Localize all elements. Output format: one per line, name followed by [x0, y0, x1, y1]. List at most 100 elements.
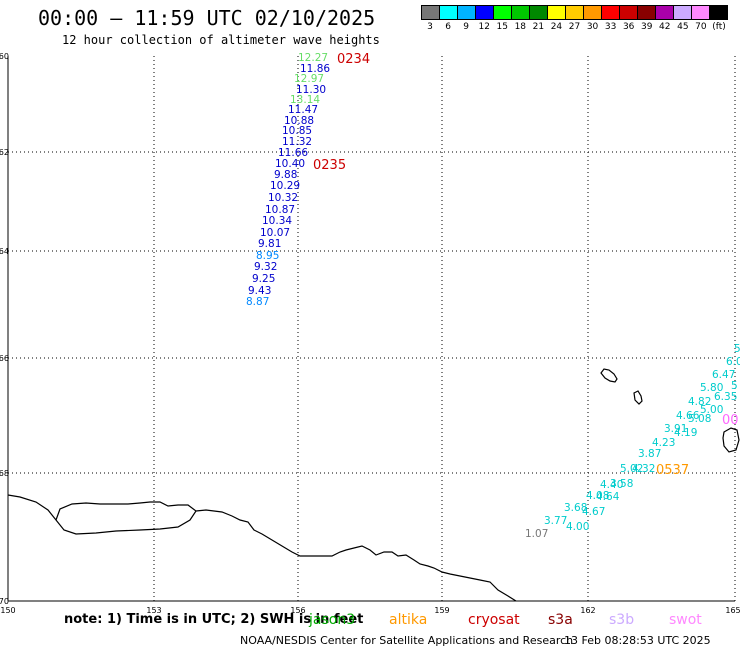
wave-height-label: 4.19 — [674, 427, 697, 439]
legend-label: 24 — [550, 22, 563, 32]
wave-height-label: 6.0 — [726, 356, 740, 368]
color-legend: 3 6 9 12 15 18 21 24 27 30 33 36 39 42 45 70 (ft) — [421, 5, 728, 35]
wave-height-label: 3.91 — [664, 423, 687, 435]
wave-height-label: 3.87 — [638, 448, 661, 460]
wave-height-label: 11.47 — [288, 104, 318, 116]
legend-label: 3 — [427, 22, 433, 32]
x-tick-label: 150 — [0, 606, 15, 615]
legend-label: 36 — [622, 22, 635, 32]
legend-label: 27 — [568, 22, 581, 32]
wave-height-label: 10.87 — [265, 204, 295, 216]
wave-height-label: 4.67 — [582, 506, 605, 518]
wave-height-label: 10.34 — [262, 215, 292, 227]
legend-swatch — [422, 6, 440, 19]
x-axis-labels: 150 153 156 159 162 165 — [0, 606, 740, 615]
legend-swatch — [656, 6, 674, 19]
pass-time-label: 0537 — [656, 463, 689, 478]
wave-height-label: 10.32 — [268, 192, 298, 204]
wave-height-label: 9.43 — [248, 285, 271, 297]
legend-label: 33 — [604, 22, 617, 32]
x-tick-label: 159 — [434, 606, 449, 615]
map-title: 00:00 – 11:59 UTC 02/10/2025 — [38, 6, 376, 30]
y-tick-label: -68 — [0, 469, 9, 478]
wave-height-label: 11.30 — [296, 84, 326, 96]
wave-height-label: 6.47 — [712, 369, 735, 381]
y-tick-label: -62 — [0, 148, 9, 157]
island-3 — [722, 427, 740, 453]
legend-swatch — [674, 6, 692, 19]
wave-height-label: 3.77 — [544, 515, 567, 527]
wave-height-label: 4.08 — [586, 490, 609, 502]
legend-swatch — [440, 6, 458, 19]
legend-swatch — [602, 6, 620, 19]
wave-height-label: 4.23 — [652, 437, 675, 449]
satellite-label-altika: altika — [389, 612, 428, 628]
legend-label: 15 — [496, 22, 508, 32]
x-tick-label: 153 — [146, 606, 161, 615]
map-subtitle: 12 hour collection of altimeter wave hei… — [62, 33, 380, 47]
legend-label: 6 — [445, 22, 451, 32]
satellite-label-cryosat: cryosat — [468, 612, 520, 628]
wave-height-label: 11.32 — [282, 136, 312, 148]
legend-swatches — [421, 5, 728, 20]
wave-height-label: 9.88 — [274, 169, 297, 181]
wave-height-label: 13.14 — [290, 94, 320, 106]
wave-height-label: 5.02 — [620, 463, 643, 475]
legend-label: 42 — [659, 22, 671, 32]
wave-height-label: 4.64 — [596, 491, 620, 503]
legend-swatch — [692, 6, 710, 19]
wave-track-2: 56.06.475.80 56.354.825.004.665.083.914.1… — [525, 343, 740, 540]
satellite-label-jason3: jason3 — [309, 612, 356, 628]
wave-height-label: 9.25 — [252, 273, 275, 285]
legend-label: 21 — [532, 22, 545, 32]
wave-height-label: 3.58 — [610, 478, 633, 490]
legend-swatch — [530, 6, 548, 19]
y-tick-label: -66 — [0, 354, 9, 363]
legend-swatch — [476, 6, 494, 19]
x-tick-label: 165 — [725, 606, 740, 615]
legend-swatch — [638, 6, 656, 19]
wave-height-label: 10.88 — [284, 115, 314, 127]
wave-height-label: 5 — [734, 343, 740, 355]
legend-swatch — [566, 6, 584, 19]
legend-label: 30 — [586, 22, 599, 32]
y-axis-labels: -60 -62 -64 -66 -68 -70 — [0, 52, 9, 606]
legend-swatch — [620, 6, 638, 19]
x-tick-label: 162 — [580, 606, 595, 615]
island-2 — [633, 390, 643, 405]
y-tick-label: -70 — [0, 597, 9, 606]
wave-height-label: 10.85 — [282, 125, 312, 137]
satellite-label-s3a: s3a — [548, 612, 573, 628]
x-tick-label: 156 — [290, 606, 305, 615]
wave-height-label: 4.32 — [632, 463, 655, 475]
wave-height-label: 1.07 — [525, 528, 548, 540]
wave-height-label: 10.29 — [270, 180, 300, 192]
wave-height-label: 10.07 — [260, 227, 290, 239]
wave-height-label: 8.87 — [246, 296, 269, 308]
wave-height-label: 5.00 — [700, 404, 723, 416]
wave-height-label: 4.66 — [676, 410, 700, 422]
y-tick-label: -60 — [0, 52, 9, 61]
legend-swatch — [584, 6, 602, 19]
wave-height-label: 3.68 — [564, 502, 587, 514]
wave-height-label: 12.97 — [294, 73, 324, 85]
wave-height-label: 11.66 — [278, 147, 308, 159]
wave-height-label: 4.40 — [600, 479, 623, 491]
satellite-label-s3b: s3b — [609, 612, 635, 628]
wave-height-label: 12.27 — [298, 52, 328, 64]
wave-track-1: 12.2711.8612.9711.3013.1411.4710.8810.85… — [246, 52, 330, 308]
legend-swatch — [458, 6, 476, 19]
wave-height-label: 10.40 — [275, 158, 305, 170]
coastline — [7, 494, 517, 602]
wave-height-label: 11.86 — [300, 63, 330, 75]
credit-timestamp: 13 Feb 08:28:53 UTC 2025 — [564, 634, 711, 647]
wave-height-label: 9.32 — [254, 261, 277, 273]
legend-labels: 3 6 9 12 15 18 21 24 27 30 33 36 39 42 45 70 (ft) — [421, 20, 728, 34]
legend-label: 9 — [463, 22, 470, 32]
pass-labels: 0234 0235 0537 00 — [313, 52, 739, 478]
pass-time-label: 0234 — [337, 52, 370, 67]
wave-height-label: 6.35 — [714, 391, 737, 403]
footer-note: note: 1) Time is in UTC; 2) SWH is in fe… — [64, 612, 364, 627]
